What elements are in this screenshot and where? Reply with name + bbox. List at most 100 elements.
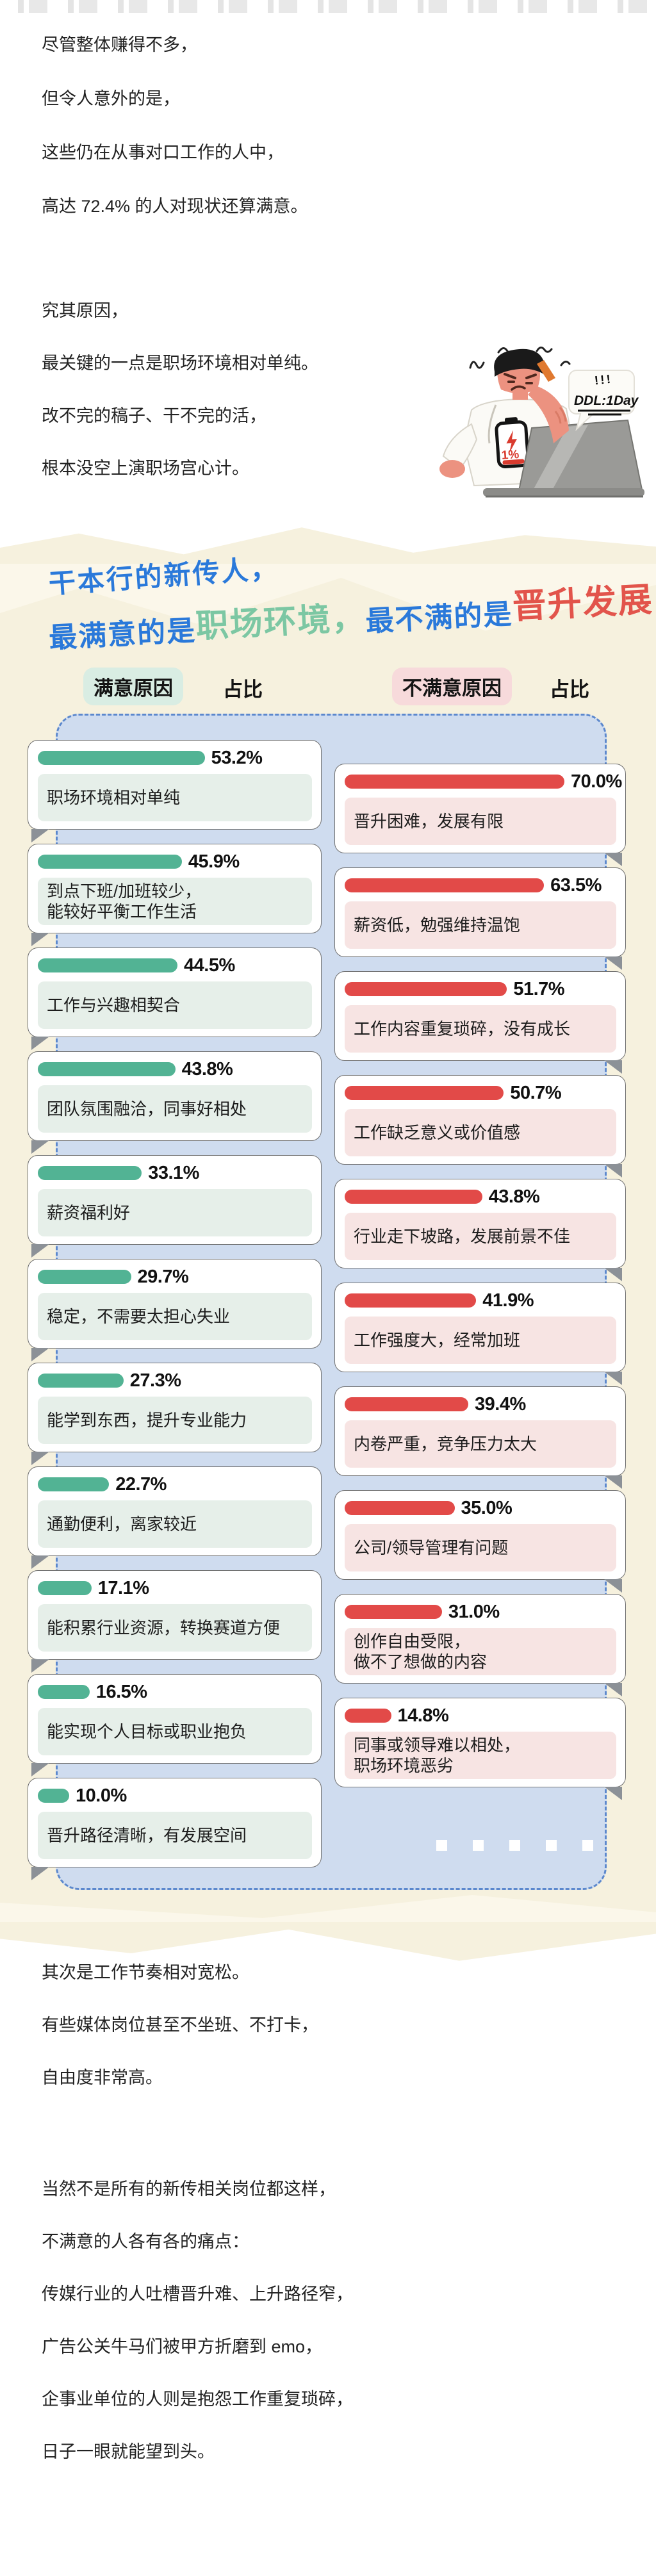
dissatisfied-reason-card: 14.8% 同事或领导难以相处， 职场环境恶劣 [334,1698,626,1800]
indicator-square [436,1840,447,1851]
percent-bar [38,855,182,869]
percent-value: 14.8% [397,1705,449,1726]
reason-label: 能积累行业资源，转换赛道方便 [38,1604,312,1652]
percent-bar [345,1190,482,1204]
fold-corner [31,1348,49,1361]
percent-value: 53.2% [211,747,263,768]
fold-corner [604,1787,622,1800]
percent-value: 44.5% [184,955,235,976]
percent-value: 33.1% [148,1162,199,1183]
reason-label: 公司/领导管理有问题 [345,1524,616,1571]
indicator-square [473,1840,484,1851]
percent-bar [345,1397,469,1411]
reason-label: 能学到东西，提升专业能力 [38,1397,312,1444]
reason-label: 薪资低，勉强维持温饱 [345,901,616,949]
indicator-square [509,1840,520,1851]
headline-blue-segment: 最满意的是 [48,615,197,655]
svg-text:1%: 1% [501,448,520,463]
fold-corner [31,933,49,946]
reason-label: 内卷严重，竞争压力太大 [345,1420,616,1468]
percent-value: 43.8% [488,1186,540,1207]
dissatisfied-reason-card: 31.0% 创作自由受限， 做不了想做的内容 [334,1594,626,1696]
dissatisfied-reason-card: 50.7% 工作缺乏意义或价值感 [334,1075,626,1177]
percent-bar [38,1374,124,1388]
percent-bar [345,982,507,996]
reason-label: 能实现个人目标或职业抱负 [38,1708,312,1755]
satisfied-reason-card: 16.5% 能实现个人目标或职业抱负 [28,1674,322,1776]
percent-bar [38,1062,176,1076]
fold-corner [604,1268,622,1281]
satisfied-reason-card: 44.5% 工作与兴趣相契合 [28,948,322,1050]
percent-value: 27.3% [129,1370,181,1391]
headline-green-segment: 职场环境， [195,599,366,644]
reason-label: 到点下班/加班较少， 能较好平衡工作生活 [38,878,312,925]
fold-corner [31,1037,49,1050]
percent-value: 70.0% [571,771,622,792]
satisfied-reason-card: 10.0% 晋升路径清晰，有发展空间 [28,1778,322,1880]
reason-paragraphs: 究其原因， 最关键的一点是职场环境相对单纯。 改不完的稿子、干不完的活， 根本没… [42,301,618,511]
reason-label: 团队氛围融洽，同事好相处 [38,1085,312,1133]
percent-value: 35.0% [461,1497,512,1518]
dissatisfied-reason-card: 51.7% 工作内容重复琐碎，没有成长 [334,971,626,1074]
percent-value: 43.8% [181,1058,233,1079]
percent-bar [345,1086,504,1100]
fold-corner [31,1452,49,1465]
percent-value: 10.0% [76,1785,127,1806]
header-share-left: 占比 [223,678,263,701]
reason-line: 改不完的稿子、干不完的活， [42,406,266,425]
reason-label: 薪资福利好 [38,1189,312,1236]
fold-corner [604,1683,622,1696]
percent-value: 31.0% [448,1601,500,1622]
percent-value: 50.7% [510,1082,562,1103]
dissatisfied-reason-card: 43.8% 行业走下坡路，发展前景不佳 [334,1179,626,1281]
fold-corner [604,956,622,970]
outro-line: 日子一眼就能望到头。 [42,2442,215,2461]
satisfied-reason-card: 43.8% 团队氛围融洽，同事好相处 [28,1051,322,1154]
outro-highlight: 其次是工作节奏相对宽松。 [42,1963,249,1982]
reason-label: 工作与兴趣相契合 [38,981,312,1029]
outro-line: 有些媒体岗位甚至不坐班、不打卡， [42,2015,318,2035]
intro-paragraphs: 尽管整体赚得不多， 但令人意外的是， 这些仍在从事对口工作的人中， 高达 72.… [42,35,618,250]
reason-label: 工作内容重复琐碎，没有成长 [345,1005,616,1053]
more-indicator-squares [436,1840,593,1851]
reason-label: 晋升路径清晰，有发展空间 [38,1812,312,1859]
chart-headline: 干本行的新传人， 最满意的是职场环境，最不满的是晋升发展 [47,553,654,658]
bubble-exclaim-text: !!! [594,373,613,388]
bubble-ddl-text: DDL:1Day [574,393,639,408]
dissatisfied-reason-card: 41.9% 工作强度大，经常加班 [334,1283,626,1385]
satisfied-reason-card: 33.1% 薪资福利好 [28,1155,322,1258]
stressed-worker-illustration: 1% !!! DDL: [439,347,644,498]
percent-value: 22.7% [115,1473,167,1495]
dissatisfied-reasons-column: 70.0% 晋升困难，发展有限 63.5% 薪资低，勉强维持温饱 51.7% 工作内容重复… [334,764,626,1801]
percent-bar [38,1166,142,1180]
percent-bar [345,878,545,892]
satisfied-reason-card: 29.7% 稳定，不需要太担心失业 [28,1259,322,1361]
percent-bar [38,1581,92,1595]
mountain-ridge-bottom [0,1922,656,1961]
hair [494,349,545,377]
reason-label: 创作自由受限， 做不了想做的内容 [345,1628,616,1675]
fold-corner [604,1475,622,1489]
fold-corner [31,829,49,842]
percent-bar [345,1709,391,1723]
outro-line: 当然不是所有的新传相关岗位都这样， [42,2179,336,2199]
outro-line: 广告公关牛马们被甲方折磨到 emo， [42,2337,323,2356]
reason-label: 同事或领导难以相处， 职场环境恶劣 [345,1732,616,1779]
indicator-square [546,1840,557,1851]
percent-value: 41.9% [482,1290,534,1311]
dissatisfied-reason-card: 63.5% 薪资低，勉强维持温饱 [334,867,626,970]
satisfied-reason-card: 17.1% 能积累行业资源，转换赛道方便 [28,1570,322,1673]
percent-bar [38,1477,110,1491]
right-arm [528,386,569,443]
outro-line: 企事业单位的人则是抱怨工作重复琐碎， [42,2390,353,2409]
percent-bar [345,1293,477,1308]
angry-face-features [504,373,537,391]
percent-value: 39.4% [475,1393,526,1415]
pencil-icon [537,360,555,382]
headline-blue-segment: 最不满的是 [365,598,514,638]
fold-corner [31,1867,49,1880]
reason-line: 究其原因， [42,301,128,320]
fold-corner [604,1372,622,1385]
header-satisfied-reasons: 满意原因 [83,668,183,705]
